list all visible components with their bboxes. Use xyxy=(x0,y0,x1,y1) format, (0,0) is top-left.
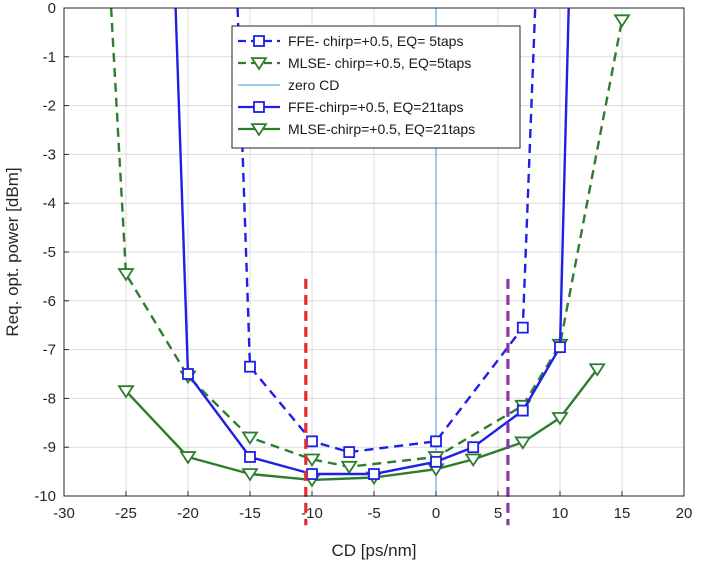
y-tick-label: -5 xyxy=(43,244,56,261)
y-tick-label: -8 xyxy=(43,390,56,407)
x-tick-label: -5 xyxy=(367,505,380,522)
y-axis-label: Req. opt. power [dBm] xyxy=(3,167,22,336)
data-point-0-2 xyxy=(343,446,356,458)
legend-entry-2: zero CD xyxy=(238,77,339,93)
data-point-4-7 xyxy=(514,436,532,450)
legend-entry-0: FFE- chirp=+0.5, EQ= 5taps xyxy=(238,33,463,49)
data-point-3-6 xyxy=(516,404,529,417)
series-0 xyxy=(236,8,537,458)
data-point-0-4 xyxy=(516,321,529,334)
data-point-0-3 xyxy=(430,435,442,448)
series-line-3 xyxy=(174,8,570,476)
x-tick-label: 5 xyxy=(494,505,502,522)
legend-label-3: FFE-chirp=+0.5, EQ=21taps xyxy=(288,99,463,115)
y-tick-label: -3 xyxy=(43,146,56,163)
data-point-4-1 xyxy=(179,451,197,465)
data-point-4-9 xyxy=(588,363,606,377)
data-point-1-0 xyxy=(117,268,135,282)
legend-marker-3 xyxy=(253,101,265,113)
data-point-3-3 xyxy=(368,468,380,480)
legend-label-0: FFE- chirp=+0.5, EQ= 5taps xyxy=(288,33,463,49)
legend-marker-1 xyxy=(250,57,268,71)
data-point-4-6 xyxy=(464,453,482,468)
y-tick-label: -6 xyxy=(43,293,56,310)
y-axis-ticks: 0 -1 -2 -3 -4 -5 -6 -7 -8 -9 -10 xyxy=(34,0,69,505)
x-tick-label: -20 xyxy=(177,505,199,522)
x-tick-label: 15 xyxy=(614,505,631,522)
legend-marker-0 xyxy=(253,35,265,47)
annotation-layer xyxy=(304,278,510,526)
data-point-0-0 xyxy=(244,360,256,373)
series-line-1 xyxy=(109,8,624,468)
series-line-4 xyxy=(125,368,599,482)
data-point-0-1 xyxy=(306,435,318,448)
data-point-3-4 xyxy=(430,455,442,468)
series-layer xyxy=(109,8,631,496)
data-point-1-8 xyxy=(613,14,631,28)
data-point-1-2 xyxy=(241,431,259,446)
x-tick-label: 0 xyxy=(432,505,440,522)
x-axis-ticks: -30 -25 -20 -15 -10 -5 0 5 10 15 20 xyxy=(53,491,692,522)
legend-label-1: MLSE- chirp=+0.5, EQ=5taps xyxy=(288,55,471,71)
x-tick-label: -30 xyxy=(53,505,75,522)
x-tick-label: -10 xyxy=(301,505,323,522)
data-point-4-0 xyxy=(117,385,135,399)
x-tick-label: 20 xyxy=(676,505,693,522)
legend-entry-3: FFE-chirp=+0.5, EQ=21taps xyxy=(238,99,463,115)
x-axis-label: CD [ps/nm] xyxy=(331,541,416,560)
legend-marker-4 xyxy=(250,123,268,137)
legend-label-2: zero CD xyxy=(288,77,339,93)
data-point-3-1 xyxy=(244,451,256,463)
legend-entry-4: MLSE-chirp=+0.5, EQ=21taps xyxy=(238,121,475,137)
x-tick-label: -25 xyxy=(115,505,137,522)
y-tick-label: -10 xyxy=(34,488,56,505)
y-tick-label: -2 xyxy=(43,98,56,115)
x-tick-label: -15 xyxy=(239,505,261,522)
data-point-3-5 xyxy=(467,441,480,454)
legend-box xyxy=(231,25,521,149)
x-tick-label: 10 xyxy=(552,505,569,522)
y-tick-label: 0 xyxy=(48,0,56,17)
y-tick-label: -4 xyxy=(43,195,56,212)
legend-entry-1: MLSE- chirp=+0.5, EQ=5taps xyxy=(238,55,471,71)
data-point-4-2 xyxy=(241,468,259,482)
data-point-3-0 xyxy=(182,368,194,380)
data-point-1-3 xyxy=(303,453,321,468)
legend-label-4: MLSE-chirp=+0.5, EQ=21taps xyxy=(288,121,475,137)
series-3 xyxy=(174,8,570,480)
data-point-4-8 xyxy=(551,412,569,426)
y-tick-label: -9 xyxy=(43,439,56,456)
data-point-1-4 xyxy=(340,460,358,475)
y-tick-label: -1 xyxy=(43,49,56,66)
data-point-3-2 xyxy=(306,468,318,480)
legend: FFE- chirp=+0.5, EQ= 5taps MLSE- chirp=+0… xyxy=(231,25,521,149)
data-point-3-7 xyxy=(554,341,566,354)
y-tick-label: -7 xyxy=(43,342,56,359)
